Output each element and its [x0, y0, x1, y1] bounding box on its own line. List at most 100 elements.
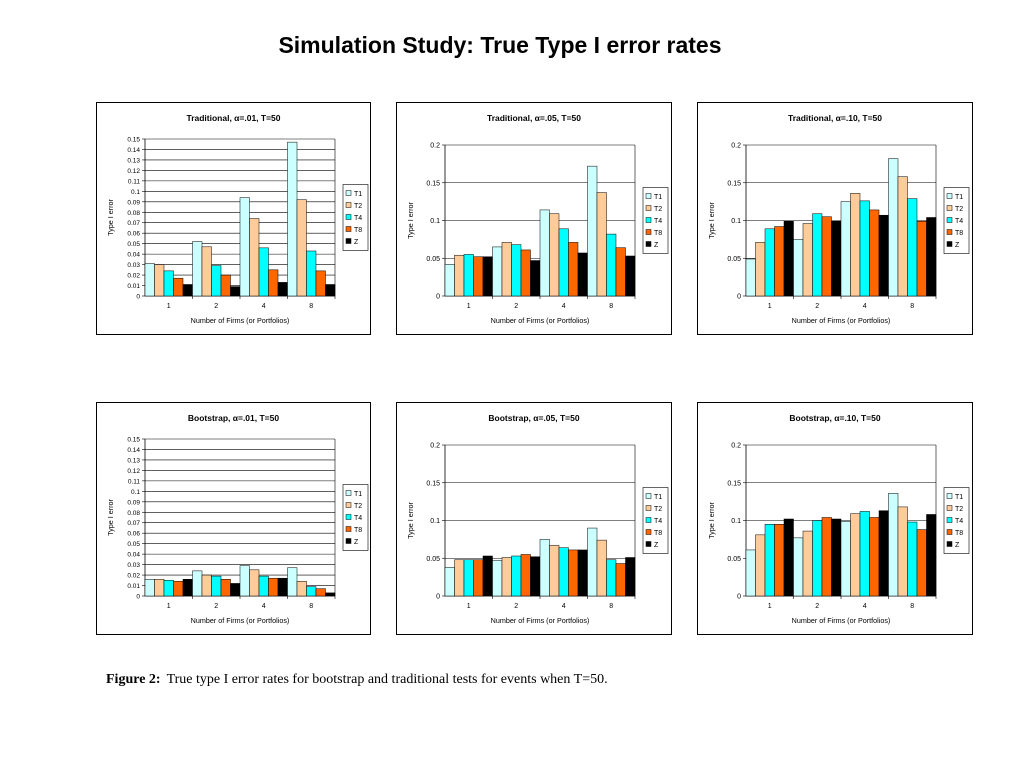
y-tick-label: 0.09	[127, 199, 140, 206]
y-tick-label: 0.13	[127, 457, 140, 464]
y-tick-label: 0.05	[127, 241, 140, 248]
y-tick-label: 0	[136, 594, 140, 601]
x-tick-label: 1	[768, 303, 772, 310]
bar-t2-n8	[897, 176, 908, 297]
legend-label-t4: T4	[955, 518, 963, 525]
legend-swatch-t8	[946, 229, 953, 235]
bar-t4-n4	[859, 200, 870, 297]
bar-z-n8	[926, 514, 937, 597]
bar-t1-n4	[539, 209, 550, 297]
y-tick-label: 0.07	[127, 220, 140, 227]
legend-swatch-t1	[946, 493, 953, 499]
legend-swatch-t2	[645, 205, 652, 211]
legend-swatch-t8	[345, 226, 352, 232]
legend-label-z: Z	[654, 242, 659, 249]
bar-t4-n4	[258, 575, 269, 597]
bar-t8-n2	[520, 249, 531, 297]
bar-t2-n2	[201, 574, 212, 597]
y-axis-title: Type I error	[406, 502, 415, 539]
legend-swatch-t8	[345, 526, 352, 532]
chart-panel-traditional-05: Traditional, α=.05, T=50 0 0.05 0.1 0.15 0.2 1…	[396, 102, 672, 335]
bar-z-n4	[277, 577, 288, 597]
y-axis-title: Type I error	[406, 202, 415, 239]
legend-label-t8: T8	[354, 227, 362, 234]
legend-label-t1: T1	[654, 494, 662, 501]
bar-t8-n4	[869, 209, 880, 297]
legend-swatch-z	[645, 541, 652, 547]
x-tick-label: 2	[214, 303, 218, 310]
x-tick-label: 2	[815, 303, 819, 310]
bar-t2-n4	[549, 213, 560, 297]
x-tick-label: 4	[262, 303, 266, 310]
y-axis-title: Type I error	[106, 499, 115, 536]
legend-label-t8: T8	[354, 527, 362, 534]
legend-swatch-t2	[645, 505, 652, 511]
legend-swatch-t2	[345, 502, 352, 508]
y-tick-label: 0.1	[131, 489, 140, 496]
caption-label: Figure 2:	[106, 672, 161, 687]
bar-t2-n2	[802, 223, 813, 297]
bar-t2-n2	[201, 246, 212, 297]
bar-t2-n8	[296, 581, 307, 597]
legend-swatch-t1	[345, 190, 352, 196]
chart-svg: Traditional, α=.05, T=50 0 0.05 0.1 0.15 0.2 1…	[406, 113, 669, 325]
legend-swatch-t1	[645, 493, 652, 499]
x-tick-label: 1	[167, 303, 171, 310]
bar-t1-n2	[793, 239, 804, 297]
y-tick-label: 0.05	[727, 256, 741, 263]
figure-caption: Figure 2: True type I error rates for boo…	[106, 672, 608, 688]
y-tick-label: 0.05	[426, 556, 440, 563]
legend-swatch-z	[946, 541, 953, 547]
y-tick-label: 0.02	[127, 273, 140, 280]
x-tick-label: 4	[863, 603, 867, 610]
bar-t1-n4	[539, 539, 550, 597]
legend-label-z: Z	[955, 542, 960, 549]
bar-t4-n2	[812, 520, 823, 597]
chart-panel-bootstrap-01: Bootstrap, α=.01, T=50 0 0.01 0.02 0.03 0.04 0…	[96, 402, 371, 635]
chart-panel-traditional-01: Traditional, α=.01, T=50 0 0.01 0.02 0.03 0.0…	[96, 102, 371, 335]
x-tick-label: 8	[309, 603, 313, 610]
bar-z-n1	[783, 518, 794, 597]
y-tick-label: 0.04	[127, 552, 140, 559]
bar-z-n4	[577, 549, 588, 597]
x-tick-label: 2	[514, 303, 518, 310]
bar-t1-n2	[793, 537, 804, 597]
legend-swatch-t8	[946, 529, 953, 535]
legend-swatch-z	[946, 241, 953, 247]
bar-z-n4	[878, 214, 889, 297]
y-tick-label: 0.2	[731, 143, 741, 150]
y-tick-label: 0.1	[430, 518, 440, 525]
chart-title: Traditional, α=.10, T=50	[788, 113, 882, 123]
y-tick-label: 0.05	[426, 256, 440, 263]
y-axis-title: Type I error	[707, 502, 716, 539]
legend-swatch-t4	[946, 517, 953, 523]
y-tick-label: 0.03	[127, 562, 140, 569]
bar-z-n2	[530, 260, 541, 297]
bar-t2-n4	[850, 513, 861, 597]
legend-label-t8: T8	[955, 230, 963, 237]
legend-label-t4: T4	[654, 518, 662, 525]
bar-t1-n8	[587, 165, 598, 297]
bar-t8-n2	[821, 216, 832, 297]
bar-t1-n1	[745, 258, 756, 297]
bar-t2-n1	[454, 254, 465, 297]
x-axis-title: Number of Firms (or Portfolios)	[491, 616, 590, 625]
x-axis-title: Number of Firms (or Portfolios)	[191, 616, 290, 625]
y-tick-label: 0.05	[127, 541, 140, 548]
bar-t4-n2	[211, 575, 222, 597]
x-tick-label: 1	[167, 603, 171, 610]
bar-t1-n4	[239, 565, 250, 597]
bar-z-n2	[230, 286, 241, 297]
chart-svg: Bootstrap, α=.10, T=50 0 0.05 0.1 0.15 0.2 1 2 4…	[707, 413, 970, 625]
bar-t4-n4	[558, 547, 569, 597]
bar-z-n1	[182, 284, 193, 297]
bar-t8-n8	[615, 247, 626, 297]
y-tick-label: 0.1	[731, 218, 741, 225]
bar-t1-n8	[287, 567, 298, 597]
bar-z-n4	[878, 510, 889, 597]
y-tick-label: 0.06	[127, 531, 140, 538]
bar-z-n2	[530, 556, 541, 597]
x-tick-label: 2	[214, 603, 218, 610]
bar-t1-n1	[144, 579, 155, 597]
bar-t1-n2	[492, 246, 503, 297]
